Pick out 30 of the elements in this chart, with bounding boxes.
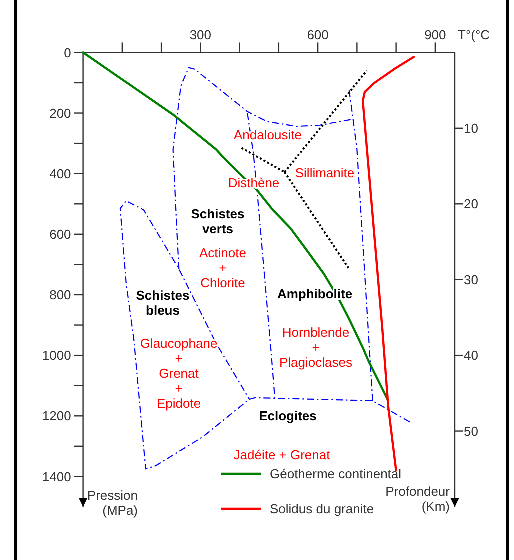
y2-tick-label: 20 <box>464 196 478 212</box>
x-tick-label: 300 <box>190 28 212 43</box>
legend-label: Solidus du granite <box>270 502 374 517</box>
y-tick-label: 1000 <box>42 348 72 364</box>
y2-axis-title: Profondeur (Km) <box>386 484 451 514</box>
annotation: Actinote + Chlorite <box>200 246 246 291</box>
y2-tick-label: 10 <box>464 121 478 136</box>
legend-label: Géotherme continental <box>270 466 402 482</box>
y-tick-label: 800 <box>50 288 72 303</box>
y-tick-label: 1200 <box>42 408 72 424</box>
y-tick-label: 1400 <box>42 469 72 484</box>
x-axis-title: T°(°C <box>458 28 490 43</box>
x-tick-label: 900 <box>424 28 446 43</box>
annotation: Andalousite <box>234 128 302 143</box>
y-tick-label: 400 <box>50 166 72 182</box>
y2-tick-label: 30 <box>464 272 478 288</box>
y-tick-label: 600 <box>50 227 72 242</box>
annotation: Schistes verts <box>191 206 245 237</box>
y-tick-label: 200 <box>50 106 72 121</box>
annotation: Hornblende + Plagioclases <box>280 325 353 370</box>
annotation: Glaucophane + Grenat + Epidote <box>140 336 218 412</box>
annotation: Jadéite + Grenat <box>234 448 331 463</box>
y2-tick-label: 40 <box>464 348 478 364</box>
annotation: Eclogites <box>259 408 317 424</box>
y-tick-label: 0 <box>64 45 72 60</box>
annotation: Sillimanite <box>295 166 355 181</box>
y2-tick-label: 50 <box>464 424 478 439</box>
annotation: Schistes bleus <box>136 288 190 318</box>
y-axis-title: Pression (MPa) <box>87 488 138 518</box>
x-tick-label: 600 <box>307 28 329 43</box>
